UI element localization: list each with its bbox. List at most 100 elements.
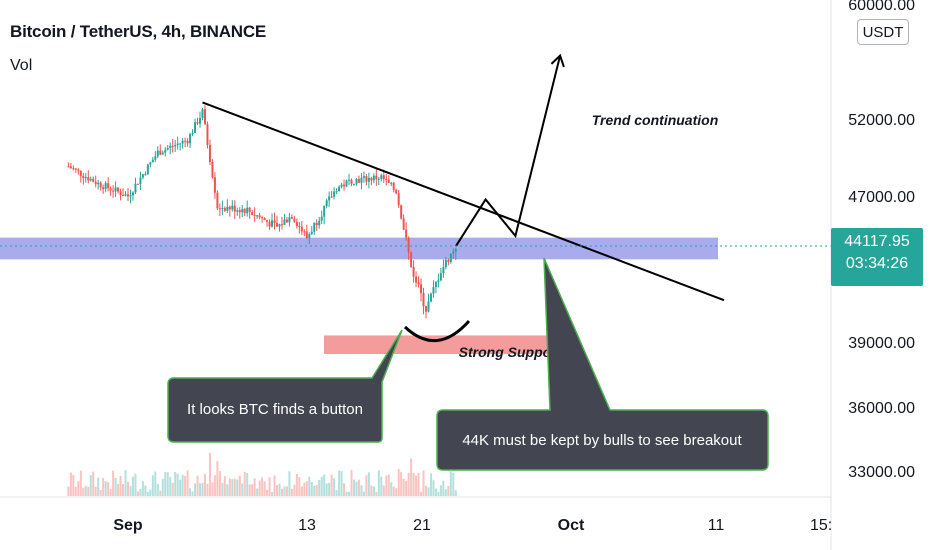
volume-bar: [223, 476, 226, 496]
candle-body: [191, 132, 194, 134]
candle-body: [417, 282, 420, 285]
candle-body: [131, 192, 134, 196]
volume-bar: [330, 474, 333, 496]
volume-bar: [248, 484, 251, 496]
symbol-title[interactable]: Bitcoin / TetherUS, 4h, BINANCE: [10, 22, 267, 41]
volume-bar: [278, 483, 281, 496]
volume-bar: [213, 475, 216, 496]
candle-body: [181, 140, 184, 144]
volume-bar: [139, 488, 142, 496]
volume-bar: [405, 480, 408, 496]
price-axis[interactable]: 60000.00 52000.00 47000.00 39000.00 3600…: [848, 0, 915, 481]
volume-bar: [350, 470, 353, 496]
candle-body: [174, 145, 177, 147]
candle-body: [432, 287, 435, 294]
candle-body: [94, 181, 97, 185]
last-price: 44117.95: [844, 233, 910, 250]
volume-bar: [345, 491, 348, 496]
volume-bar: [437, 491, 440, 496]
volume-bar: [94, 486, 97, 496]
candle-body: [223, 208, 226, 211]
candle-body: [303, 231, 306, 233]
volume-bar: [452, 472, 455, 496]
callout-right[interactable]: [436, 257, 769, 471]
volume-bar: [348, 491, 351, 496]
candle-body: [415, 276, 418, 283]
volume-bar: [392, 486, 395, 496]
volume-bar: [444, 489, 447, 496]
volume-bar: [454, 490, 457, 496]
candle-body: [283, 219, 286, 225]
candle-body: [412, 266, 415, 277]
volume-bar: [82, 487, 85, 496]
volume-bar: [390, 482, 393, 496]
candle-body: [146, 164, 149, 174]
candle-body: [320, 216, 323, 221]
volume-bar: [211, 482, 214, 496]
candle-body: [444, 259, 447, 268]
time-axis[interactable]: Sep 13 21 Oct 11 15:: [113, 517, 832, 534]
volume-bar: [293, 484, 296, 496]
time-tick-label: 15:: [810, 517, 832, 534]
volume-bar: [320, 476, 323, 496]
time-tick-label: Sep: [113, 517, 143, 534]
candle-body: [231, 205, 234, 210]
candle-body: [211, 161, 214, 178]
volume-bar: [333, 478, 336, 496]
volume-bar: [273, 475, 276, 496]
price-tick-label: 36000.00: [848, 400, 915, 417]
volume-bar: [325, 483, 328, 496]
candle-body: [251, 211, 254, 215]
volume-bar: [176, 473, 179, 496]
volume-bar: [208, 452, 211, 496]
volume-bar: [97, 477, 100, 496]
volume-bar: [377, 470, 380, 496]
callout-left[interactable]: [167, 329, 403, 443]
volume-bar: [310, 482, 313, 496]
candle-body: [179, 143, 182, 145]
candle-body: [89, 178, 92, 181]
candle-body: [196, 122, 199, 124]
candle-body: [221, 208, 224, 210]
volume-bar: [367, 472, 370, 496]
currency-button[interactable]: USDT: [857, 19, 909, 45]
volume-bar: [360, 485, 363, 496]
volume-bar: [231, 479, 234, 496]
volume-bar: [184, 476, 187, 496]
candle-body: [377, 178, 380, 180]
volume-bar: [146, 491, 149, 496]
price-tick-label: 47000.00: [848, 189, 915, 206]
candle-body: [226, 206, 229, 211]
candle-body: [77, 169, 80, 171]
candle-body: [236, 210, 239, 212]
volume-bar: [256, 488, 259, 496]
candle-body: [429, 293, 432, 302]
candle-body: [288, 217, 291, 223]
candle-body: [203, 109, 206, 125]
candle-body: [449, 253, 452, 262]
volume-bar: [268, 477, 271, 496]
candle-body: [104, 183, 107, 190]
candle-body: [127, 194, 129, 197]
last-price-badge: 44117.95 03:34:26: [831, 228, 923, 286]
volume-label[interactable]: Vol: [10, 57, 33, 74]
volume-bar: [323, 474, 326, 496]
projection-path[interactable]: [454, 55, 562, 247]
candle-body: [201, 109, 204, 118]
volume-bar: [99, 490, 102, 496]
candle-body: [228, 206, 231, 210]
volume-bar: [253, 478, 256, 496]
candle-body: [271, 220, 274, 227]
volume-bar: [338, 470, 341, 496]
volume-bar: [136, 491, 139, 496]
descending-trendline[interactable]: [202, 101, 725, 302]
bottom-curve[interactable]: [403, 320, 471, 342]
candle-body: [338, 186, 341, 192]
volume-bar: [131, 476, 134, 496]
candle-body: [390, 182, 393, 184]
volume-bar: [417, 472, 420, 496]
candle-body: [447, 259, 450, 262]
price-tick-label: 39000.00: [848, 335, 915, 352]
candle-body: [69, 166, 72, 169]
